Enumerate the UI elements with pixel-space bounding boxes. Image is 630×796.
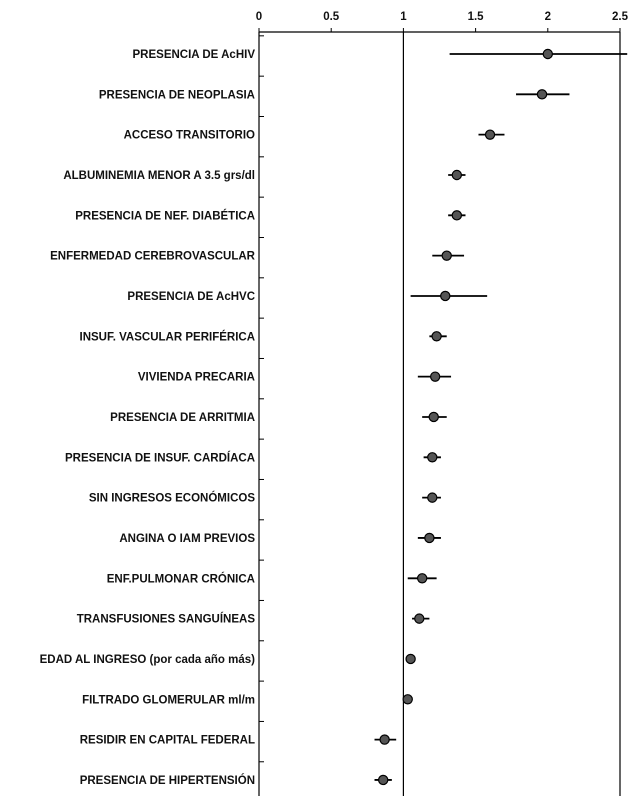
x-tick-label: 1.5: [468, 11, 485, 23]
point-estimate: [379, 734, 390, 745]
forest-row: ALBUMINEMIA MENOR A 3.5 grs/dl: [63, 169, 466, 182]
forest-row: PRESENCIA DE NEOPLASIA: [99, 89, 570, 101]
forest-row: ANGINA O IAM PREVIOS: [119, 532, 441, 545]
forest-row: INSUF. VASCULAR PERIFÉRICA: [80, 330, 447, 343]
category-label: PRESENCIA DE AcHIV: [133, 49, 256, 61]
category-label: PRESENCIA DE AcHVC: [127, 291, 255, 303]
point-estimate: [428, 411, 439, 423]
forest-row: PRESENCIA DE AcHIV: [133, 48, 628, 61]
point-estimate: [424, 532, 435, 544]
forest-row: FILTRADO GLOMERULAR ml/m: [82, 694, 413, 706]
forest-row: EDAD AL INGRESO (por cada año más): [40, 653, 416, 666]
plot-rows: PRESENCIA DE AcHIV PRESENCIA DE NEOPLASIA…: [40, 48, 628, 787]
point-estimate: [414, 613, 425, 624]
forest-row: ACCESO TRANSITORIO: [124, 129, 505, 142]
category-label: PRESENCIA DE HIPERTENSIÓN: [80, 774, 255, 787]
plot-axes: [258, 31, 621, 796]
category-label: SIN INGRESOS ECONÓMICOS: [89, 492, 255, 505]
point-estimate: [440, 290, 451, 302]
point-estimate: [377, 774, 389, 786]
forest-row: PRESENCIA DE HIPERTENSIÓN: [80, 774, 392, 787]
point-estimate: [427, 452, 438, 463]
point-estimate: [451, 169, 463, 181]
forest-row: PRESENCIA DE ARRITMIA: [110, 411, 447, 424]
category-label: TRANSFUSIONES SANGUÍNEAS: [77, 613, 256, 626]
forest-row: PRESENCIA DE NEF. DIABÉTICA: [75, 209, 466, 222]
category-label: PRESENCIA DE NEOPLASIA: [99, 89, 255, 101]
forest-row: ENFERMEDAD CEREBROVASCULAR: [50, 250, 465, 263]
forest-row: RESIDIR EN CAPITAL FEDERAL: [80, 734, 397, 747]
x-tick-label: 1: [400, 11, 407, 23]
category-label: EDAD AL INGRESO (por cada año más): [40, 654, 256, 666]
category-label: RESIDIR EN CAPITAL FEDERAL: [80, 735, 255, 747]
point-estimate: [536, 89, 548, 100]
point-estimate: [542, 48, 554, 60]
forest-row: PRESENCIA DE INSUF. CARDÍACA: [65, 451, 441, 464]
point-estimate: [431, 331, 442, 342]
category-label: ANGINA O IAM PREVIOS: [119, 533, 255, 545]
forest-row: SIN INGRESOS ECONÓMICOS: [89, 492, 441, 505]
x-axis-ticks: 0 0.5 1 1.5 2 2.5: [256, 11, 629, 32]
forest-row: TRANSFUSIONES SANGUÍNEAS: [77, 613, 430, 626]
category-label: ALBUMINEMIA MENOR A 3.5 grs/dl: [63, 170, 255, 182]
category-label: ENFERMEDAD CEREBROVASCULAR: [50, 251, 256, 263]
forest-row: VIVIENDA PRECARIA: [138, 371, 452, 384]
point-estimate: [484, 129, 496, 140]
forest-row: ENF.PULMONAR CRÓNICA: [107, 572, 437, 585]
category-label: INSUF. VASCULAR PERIFÉRICA: [80, 330, 256, 343]
category-label: ACCESO TRANSITORIO: [124, 130, 255, 142]
x-tick-label: 0.5: [323, 11, 340, 23]
point-estimate: [416, 573, 428, 584]
x-tick-label: 2: [545, 11, 551, 23]
category-label: VIVIENDA PRECARIA: [138, 372, 255, 384]
point-estimate: [427, 492, 438, 503]
point-estimate: [441, 250, 452, 261]
category-label: PRESENCIA DE NEF. DIABÉTICA: [75, 209, 255, 222]
x-tick-label: 2.5: [612, 11, 629, 23]
category-label: PRESENCIA DE ARRITMIA: [110, 412, 255, 424]
point-estimate: [451, 210, 463, 221]
category-label: FILTRADO GLOMERULAR ml/m: [82, 694, 255, 706]
forest-row: PRESENCIA DE AcHVC: [127, 290, 488, 303]
point-estimate: [429, 371, 441, 382]
point-estimate: [405, 653, 416, 665]
point-estimate: [402, 694, 413, 705]
category-label: PRESENCIA DE INSUF. CARDÍACA: [65, 451, 255, 464]
category-label: ENF.PULMONAR CRÓNICA: [107, 572, 255, 585]
x-tick-label: 0: [256, 11, 262, 23]
